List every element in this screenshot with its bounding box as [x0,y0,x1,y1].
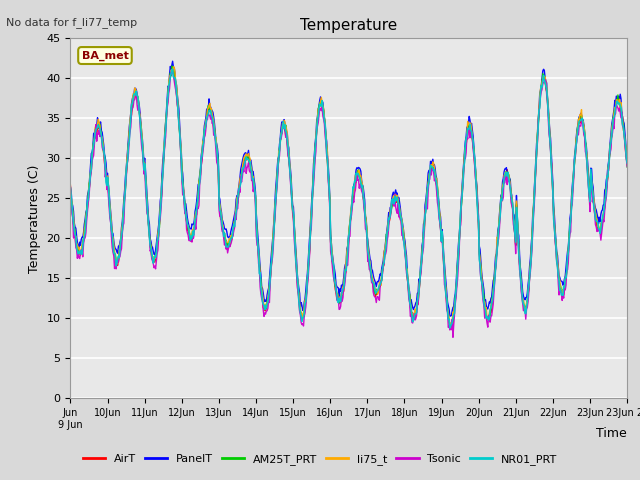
Y-axis label: Temperatures (C): Temperatures (C) [28,164,41,273]
Text: BA_met: BA_met [81,50,129,60]
Legend: AirT, PanelT, AM25T_PRT, li75_t, Tsonic, NR01_PRT: AirT, PanelT, AM25T_PRT, li75_t, Tsonic,… [78,450,562,469]
X-axis label: Time: Time [596,427,627,440]
Text: No data for f_li77_temp: No data for f_li77_temp [6,17,138,28]
Title: Temperature: Temperature [300,18,397,33]
